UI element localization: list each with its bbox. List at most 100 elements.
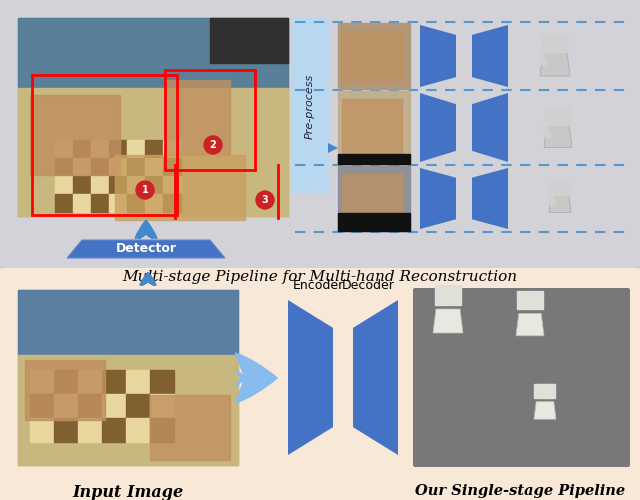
Bar — [109, 140, 127, 158]
Bar — [18, 290, 238, 355]
Polygon shape — [544, 125, 572, 148]
Bar — [548, 34, 554, 52]
Bar — [210, 18, 288, 63]
Bar — [127, 140, 145, 158]
Bar — [163, 140, 181, 158]
Bar — [55, 158, 73, 176]
Text: 1: 1 — [141, 185, 148, 195]
Circle shape — [256, 191, 274, 209]
Bar — [109, 194, 127, 212]
Bar — [338, 23, 410, 89]
Bar — [91, 194, 109, 212]
Bar — [78, 418, 102, 442]
Bar — [30, 95, 120, 175]
Bar — [165, 80, 230, 155]
Bar — [564, 108, 570, 125]
Bar — [73, 140, 91, 158]
Bar — [126, 394, 150, 418]
Bar — [338, 91, 410, 164]
Bar — [150, 395, 230, 460]
Bar — [18, 355, 238, 465]
Text: 3: 3 — [262, 195, 268, 205]
FancyBboxPatch shape — [0, 268, 640, 500]
Bar — [342, 31, 402, 81]
Text: Our Single-stage Pipeline: Our Single-stage Pipeline — [415, 484, 625, 498]
Bar — [109, 176, 127, 194]
FancyBboxPatch shape — [0, 0, 640, 278]
Bar — [126, 418, 150, 442]
Bar — [145, 140, 163, 158]
Bar — [554, 182, 561, 195]
Bar — [541, 34, 547, 52]
Bar — [342, 174, 402, 223]
Bar — [127, 176, 145, 194]
Bar — [338, 166, 410, 231]
Bar — [559, 182, 565, 195]
Bar — [18, 88, 288, 216]
Bar — [342, 99, 402, 156]
Bar — [109, 158, 127, 176]
Bar — [540, 384, 545, 398]
Bar — [538, 54, 547, 66]
Bar — [534, 384, 540, 398]
Bar — [126, 370, 150, 394]
Bar — [54, 370, 78, 394]
Bar — [115, 155, 245, 220]
Bar — [562, 34, 568, 52]
Bar — [18, 18, 288, 88]
Bar — [550, 384, 556, 398]
Bar — [558, 108, 564, 125]
Text: Decoder: Decoder — [342, 279, 394, 292]
Bar — [55, 176, 73, 194]
Bar — [338, 154, 410, 164]
Text: 2: 2 — [210, 140, 216, 150]
Bar — [30, 394, 54, 418]
Bar — [545, 108, 551, 125]
Polygon shape — [353, 300, 398, 455]
Circle shape — [204, 136, 222, 154]
Bar — [18, 290, 238, 465]
Polygon shape — [534, 402, 556, 419]
Bar — [549, 182, 556, 195]
Bar — [91, 158, 109, 176]
Bar — [73, 176, 91, 194]
Polygon shape — [328, 143, 338, 153]
Bar — [127, 194, 145, 212]
Bar — [552, 108, 557, 125]
Text: Encoder: Encoder — [292, 279, 344, 292]
Bar — [91, 176, 109, 194]
Bar — [32, 75, 177, 215]
Bar — [150, 370, 174, 394]
Polygon shape — [288, 300, 333, 455]
Bar — [455, 285, 461, 304]
Bar — [435, 285, 440, 304]
Bar — [543, 126, 551, 138]
Bar — [78, 394, 102, 418]
Polygon shape — [540, 52, 570, 76]
Bar — [548, 196, 556, 205]
Bar — [556, 34, 561, 52]
Bar — [18, 18, 288, 216]
Bar — [564, 182, 570, 195]
Text: Multi-stage Pipeline for Multi-hand Reconstruction: Multi-stage Pipeline for Multi-hand Reco… — [122, 270, 518, 284]
Bar — [91, 140, 109, 158]
Circle shape — [136, 181, 154, 199]
FancyBboxPatch shape — [413, 288, 630, 467]
Bar — [150, 394, 174, 418]
Bar — [78, 370, 102, 394]
Polygon shape — [420, 168, 456, 229]
Polygon shape — [549, 195, 571, 212]
Bar — [54, 418, 78, 442]
Bar — [25, 360, 105, 420]
Bar — [102, 394, 126, 418]
Bar — [545, 384, 550, 398]
Bar — [145, 176, 163, 194]
Bar — [524, 291, 530, 309]
Text: Pre-process: Pre-process — [305, 74, 315, 138]
Bar — [54, 394, 78, 418]
Text: Input Image: Input Image — [72, 484, 184, 500]
FancyBboxPatch shape — [291, 18, 329, 194]
Polygon shape — [472, 93, 508, 162]
Text: Detector: Detector — [115, 242, 177, 256]
Bar — [127, 158, 145, 176]
